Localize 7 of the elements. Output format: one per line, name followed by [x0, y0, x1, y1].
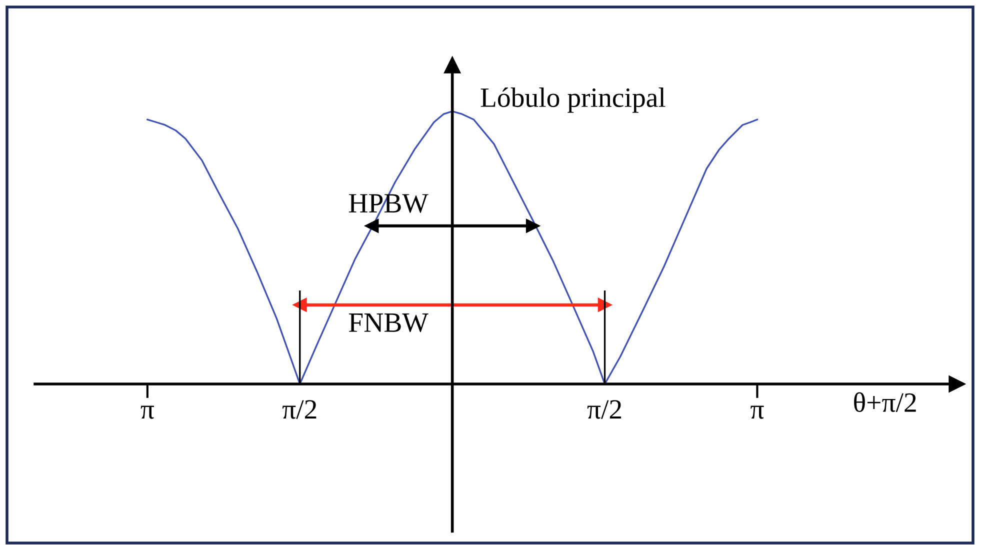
x-tick-label: π	[750, 406, 764, 419]
x-tick-label: π	[140, 406, 154, 419]
x-tick-label: π/2	[282, 400, 316, 419]
y-axis-title: Lóbulo principal	[480, 87, 666, 113]
annotation: FNBW	[348, 314, 428, 332]
x-tick-label: π/2	[587, 400, 622, 419]
x-axis-title: θ+π/2	[854, 392, 916, 412]
